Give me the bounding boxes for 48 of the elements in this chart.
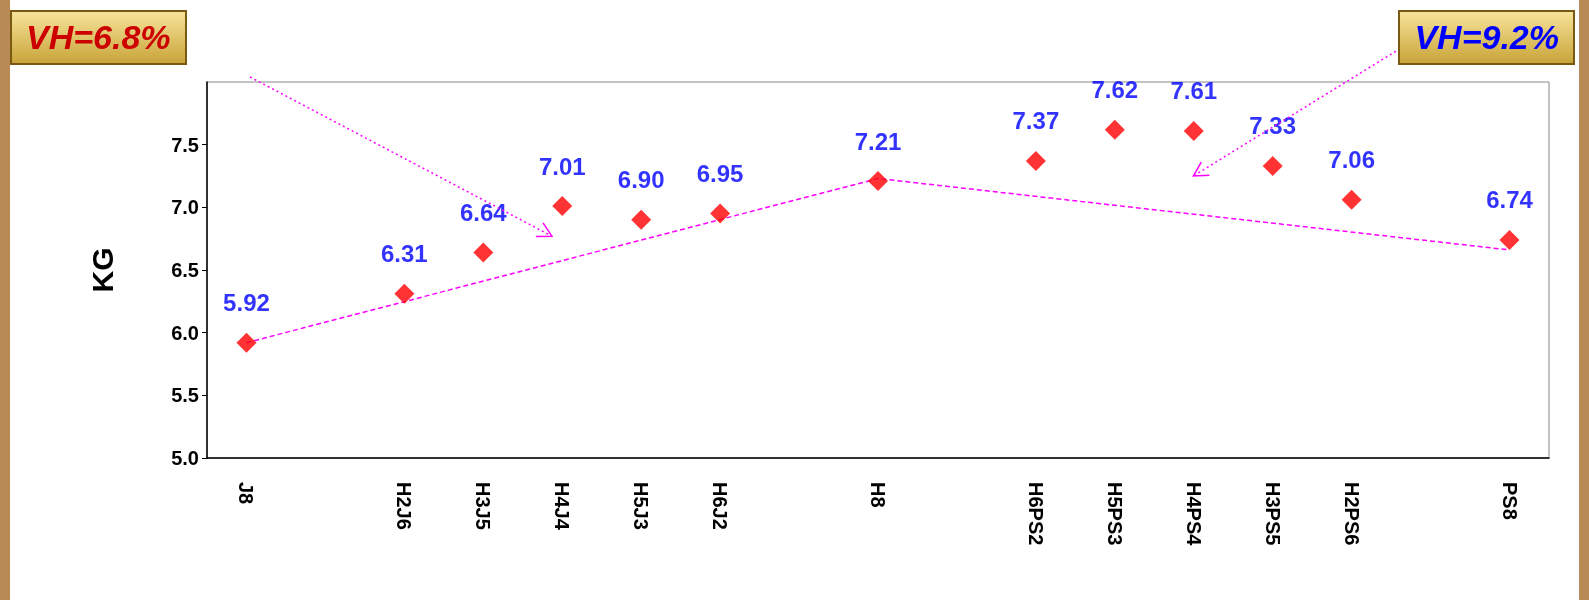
point [236, 332, 257, 353]
data-label: 7.37 [1012, 107, 1060, 135]
y-tick-label: 5.0 [171, 447, 199, 469]
x-tick-label: H2PS6 [1340, 482, 1363, 546]
y-tick-label: 7.0 [171, 196, 199, 219]
point [1183, 120, 1204, 141]
data-label: 7.06 [1328, 146, 1376, 174]
data-label: 6.95 [696, 160, 744, 188]
x-tick-label: PS8 [1498, 482, 1521, 520]
x-tick-label: J8 [235, 482, 258, 505]
x-tick-label: H3PS5 [1261, 482, 1284, 546]
y-tick-label: 6.0 [171, 321, 199, 344]
x-tick-label: H2J6 [393, 482, 416, 530]
y-axis-title: KG [85, 247, 119, 293]
x-tick-label: H4J4 [551, 482, 574, 531]
data-label: 6.31 [380, 240, 428, 268]
text: VH=6.8% [10, 10, 187, 65]
x-tick-label: H6J2 [709, 482, 732, 530]
point [1341, 189, 1362, 210]
point [710, 203, 731, 224]
x-tick-label: H6PS2 [1024, 482, 1047, 546]
data-label: 7.21 [854, 127, 902, 155]
point [1499, 229, 1520, 250]
point [394, 283, 415, 304]
y-tick-label: 7.5 [171, 133, 199, 156]
point [868, 171, 888, 192]
data-label: 7.33 [1249, 112, 1297, 140]
data-label: 7.62 [1091, 76, 1139, 104]
data-label: 5.92 [223, 289, 270, 317]
point [631, 209, 652, 230]
point [1025, 150, 1046, 171]
point [1104, 119, 1125, 140]
text: VH=9.2% [1398, 10, 1575, 65]
y-tick-label: 5.5 [171, 384, 199, 407]
point [473, 242, 494, 263]
x-tick-label: H3J5 [472, 482, 495, 530]
data-label: 6.74 [1486, 186, 1534, 214]
x-tick-label: H8 [867, 482, 889, 508]
data-label: 6.64 [459, 198, 508, 226]
data-label: 7.01 [538, 152, 586, 180]
y-tick-label: 6.5 [171, 259, 199, 281]
x-tick-label: H5PS3 [1103, 482, 1126, 546]
data-label: 6.90 [617, 166, 665, 194]
x-tick-label: H5J3 [630, 482, 653, 530]
data-label: 7.61 [1170, 77, 1218, 105]
point [1262, 155, 1283, 176]
x-tick-label: H4PS4 [1182, 482, 1205, 547]
point [552, 196, 573, 217]
